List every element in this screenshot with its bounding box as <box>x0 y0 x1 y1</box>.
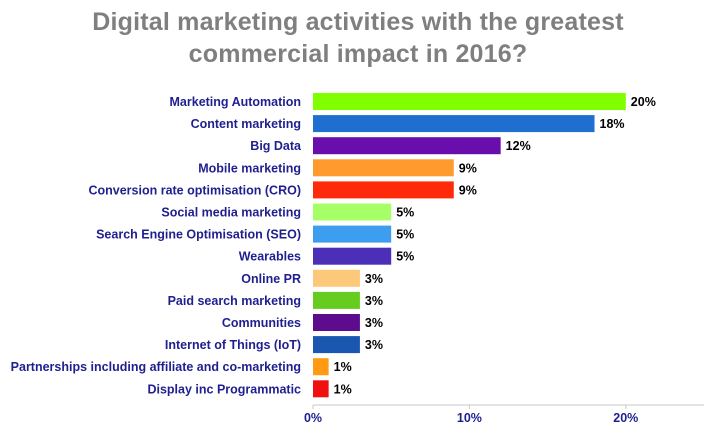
category-label: Social media marketing <box>161 206 301 220</box>
bar <box>313 225 392 243</box>
value-label: 18% <box>600 117 625 131</box>
category-label: Communities <box>222 316 301 330</box>
category-label: Content marketing <box>191 117 301 131</box>
category-label: Internet of Things (IoT) <box>165 338 301 352</box>
bar <box>313 137 501 155</box>
value-label: 12% <box>506 139 531 153</box>
value-label: 5% <box>396 206 414 220</box>
bar <box>313 269 360 287</box>
value-label: 5% <box>396 250 414 264</box>
category-label: Mobile marketing <box>198 161 301 175</box>
value-label: 20% <box>631 95 656 109</box>
chart-title-line-2: commercial impact in 2016? <box>188 40 528 68</box>
category-label: Search Engine Optimisation (SEO) <box>96 228 301 242</box>
x-tick-label: 10% <box>457 411 482 425</box>
bar <box>313 358 329 376</box>
value-label: 3% <box>365 272 383 286</box>
bar <box>313 93 626 110</box>
value-label: 1% <box>334 360 352 374</box>
chart-title: Digital marketing activities with the gr… <box>0 6 716 70</box>
bar <box>313 181 454 199</box>
bar <box>313 380 329 398</box>
category-label: Paid search marketing <box>168 294 301 308</box>
category-label: Wearables <box>239 250 301 264</box>
category-label: Partnerships including affiliate and co-… <box>11 360 301 374</box>
value-label: 3% <box>365 316 383 330</box>
category-label: Big Data <box>250 139 302 153</box>
bar <box>313 247 392 265</box>
value-label: 9% <box>459 183 477 197</box>
value-label: 1% <box>334 382 352 396</box>
chart-title-line-1: Digital marketing activities with the gr… <box>92 8 624 36</box>
x-tick-label: 20% <box>613 411 638 425</box>
value-label: 9% <box>459 161 477 175</box>
category-label: Conversion rate optimisation (CRO) <box>88 183 301 197</box>
value-label: 5% <box>396 228 414 242</box>
category-label: Marketing Automation <box>170 95 301 109</box>
bar <box>313 314 360 331</box>
value-label: 3% <box>365 338 383 352</box>
bar <box>313 159 454 177</box>
bar <box>313 203 392 221</box>
bar <box>313 336 360 354</box>
bar <box>313 291 360 309</box>
value-label: 3% <box>365 294 383 308</box>
category-label: Online PR <box>241 272 301 286</box>
x-tick-label: 0% <box>304 411 322 425</box>
bar <box>313 115 595 133</box>
category-label: Display inc Programmatic <box>147 382 301 396</box>
